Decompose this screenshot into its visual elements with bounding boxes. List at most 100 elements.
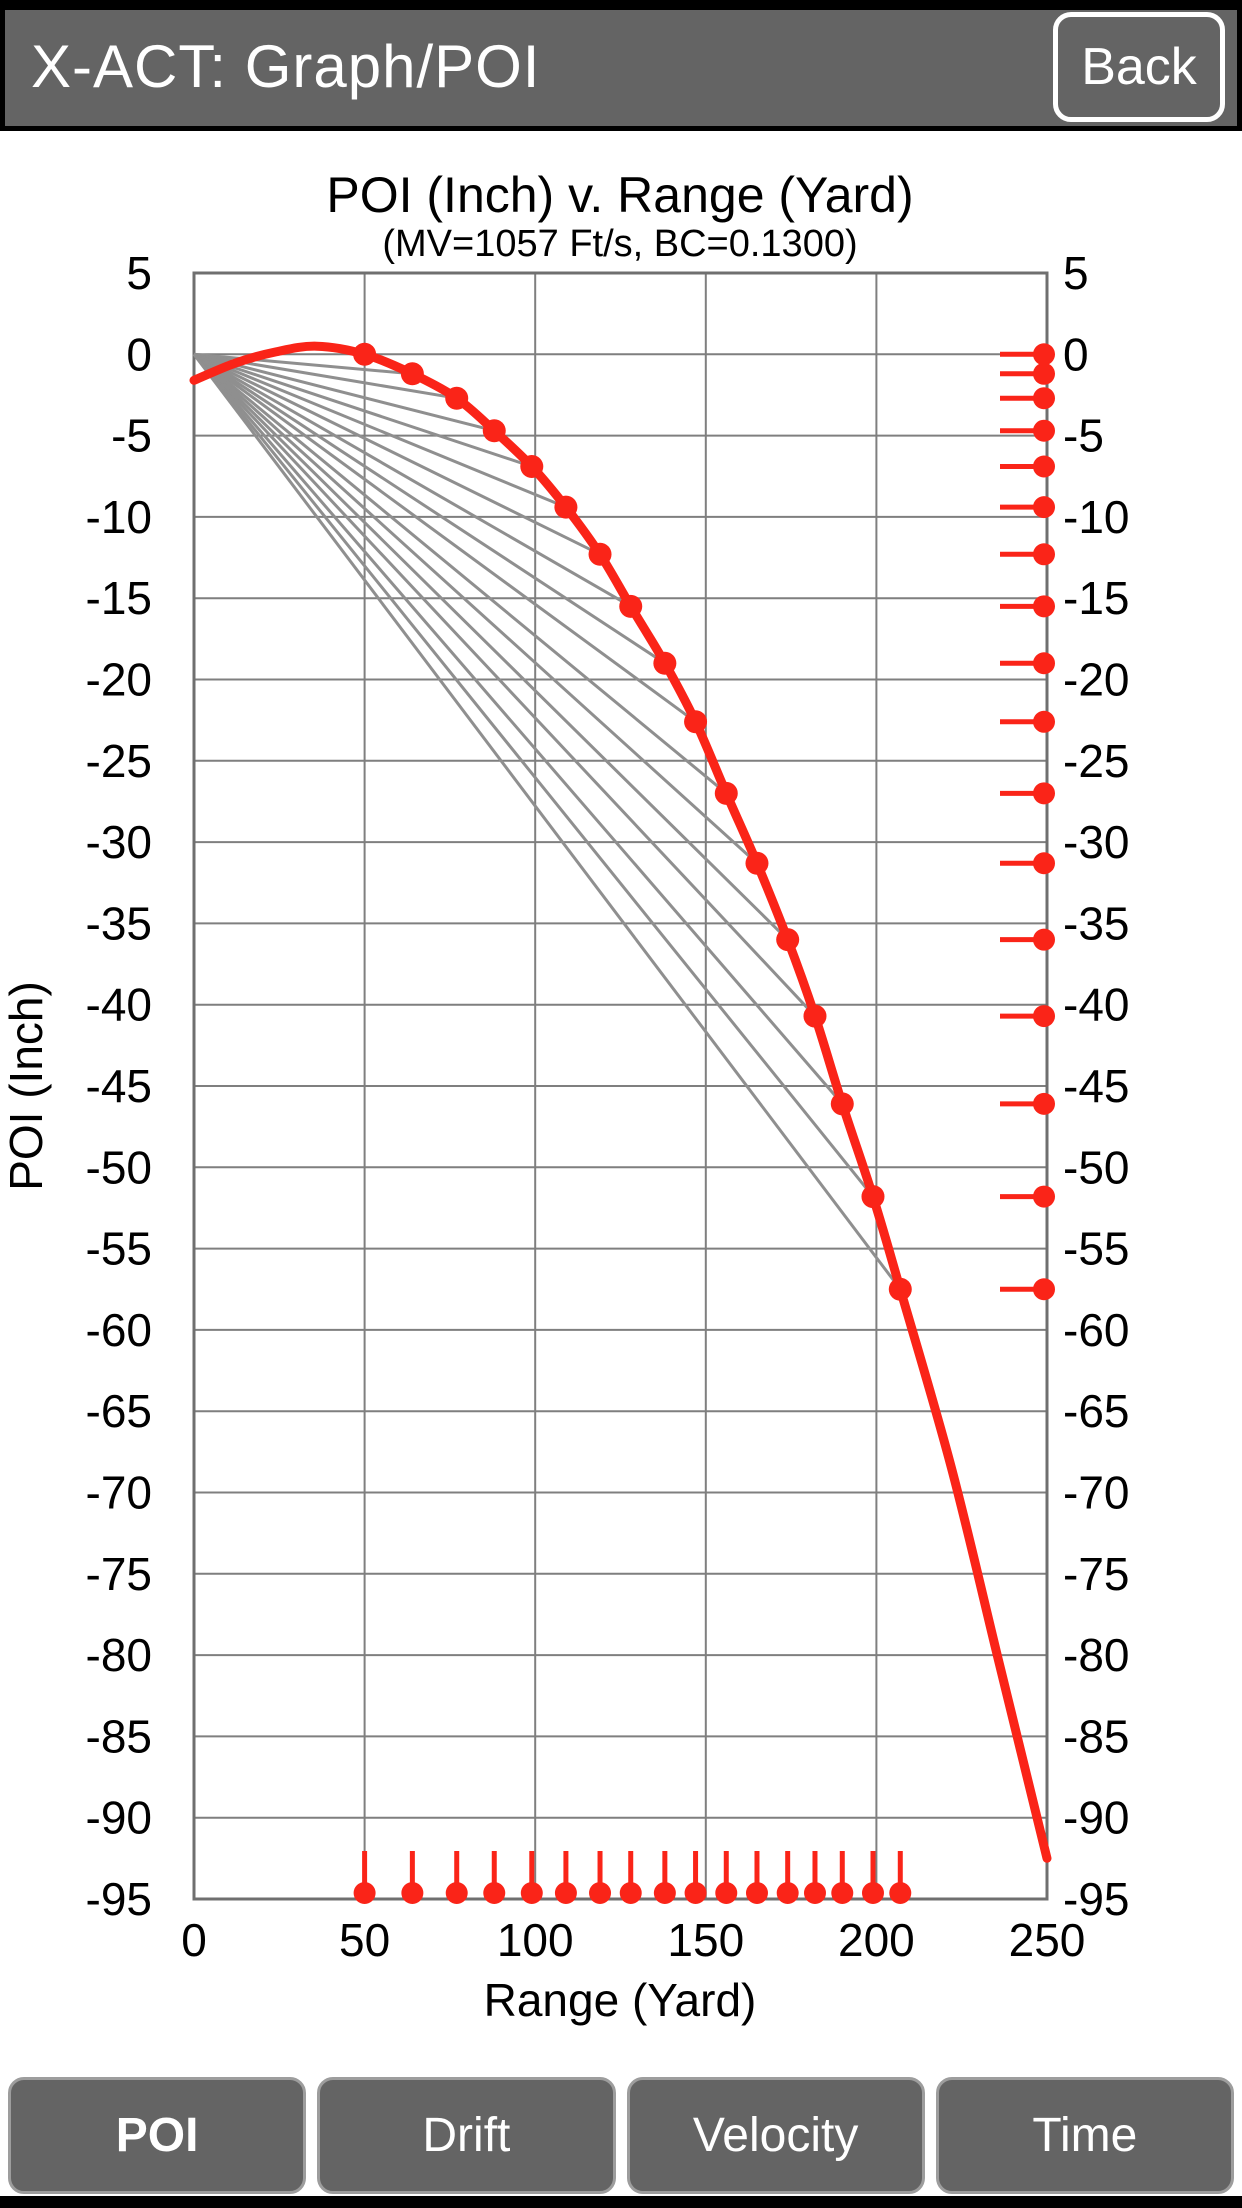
sight-line [193,352,495,433]
y-tick-label-left: -25 [86,735,152,787]
y-tick-label-right: -30 [1063,816,1129,868]
data-point-marker [830,1092,854,1116]
bottom-tick-dot [715,1882,738,1904]
right-tick-dot [1033,782,1055,805]
y-tick-label-right: -5 [1063,410,1104,462]
sight-line [192,353,902,1291]
y-axis-title: POI (Inch) [0,981,52,1191]
right-tick-dot [1033,455,1055,478]
data-point-marker [684,710,708,734]
bottom-tick-dot [520,1882,543,1904]
right-tick-dot [1033,595,1055,618]
y-tick-label-left: -55 [86,1223,152,1275]
data-point-marker [861,1185,885,1209]
y-tick-label-left: -10 [86,491,152,543]
bottom-tick-dot [831,1882,854,1904]
data-point-marker [653,651,677,675]
back-button[interactable]: Back [1053,12,1225,122]
y-tick-label-left: -40 [86,979,152,1031]
y-tick-label-left: 0 [126,328,152,380]
bottom-tick-dot [653,1882,676,1904]
tab-drift[interactable]: Drift [317,2077,616,2194]
title-bar: X-ACT: Graph/POI Back [0,10,1242,126]
tick-labels: 5 50 0-5 -5-10 -10-15 -15-20 -20-25 -25-30 -30-3… [86,247,1130,1966]
y-tick-label-left: -15 [86,572,152,624]
y-tick-label-right: -80 [1063,1629,1129,1681]
y-tick-label-right: -35 [1063,897,1129,949]
y-tick-label-left: -5 [111,410,152,462]
right-tick-dot [1033,543,1055,566]
tab-velocity[interactable]: Velocity [626,2077,925,2194]
data-point-marker [714,781,738,805]
data-point-marker [554,495,578,519]
y-tick-label-right: -25 [1063,735,1129,787]
y-tick-label-left: -30 [86,816,152,868]
x-tick-label: 100 [497,1914,574,1966]
chart-title: POI (Inch) v. Range (Yard) [326,167,913,223]
data-point-marker [776,928,800,952]
data-point-marker [803,1004,827,1028]
y-tick-label-left: -20 [86,654,152,706]
sight-line [193,352,601,556]
y-tick-label-left: -75 [86,1548,152,1600]
right-tick-dot [1033,1185,1055,1208]
y-tick-label-right: -95 [1063,1873,1129,1925]
y-tick-label-left: -45 [86,1060,152,1112]
y-tick-label-right: -55 [1063,1223,1129,1275]
bottom-tick-dot [483,1882,506,1904]
sight-line [192,353,789,941]
data-point-marker [353,342,377,366]
y-tick-label-right: -50 [1063,1141,1129,1193]
y-tick-label-left: -85 [86,1710,152,1762]
sight-line [192,353,817,1018]
data-point-marker [400,362,424,386]
y-tick-label-left: -95 [86,1873,152,1925]
bottom-black-strip [0,2196,1242,2208]
bottom-tick-dot [684,1882,707,1904]
x-tick-label: 50 [339,1914,390,1966]
sight-line [193,353,632,608]
tab-poi[interactable]: POI [8,2077,307,2194]
y-tick-label-left: -70 [86,1467,152,1519]
x-axis-title: Range (Yard) [484,1974,757,2026]
right-tick-dot [1033,1005,1055,1028]
sight-line [193,353,697,723]
trajectory-curve [189,341,1052,1863]
x-tick-label: 200 [838,1914,915,1966]
page-title: X-ACT: Graph/POI [31,33,541,101]
right-tick-dot [1033,343,1055,366]
x-tick-label: 250 [1009,1914,1086,1966]
axis-projection-ticks [353,343,1055,1904]
right-tick-dot [1033,387,1055,410]
sight-line [193,352,413,376]
y-tick-label-left: -65 [86,1385,152,1437]
bottom-tick-dot [745,1882,768,1904]
y-tick-label-right: -65 [1063,1385,1129,1437]
y-tick-label-right: -85 [1063,1710,1129,1762]
bottom-tick-dot [353,1882,376,1904]
bottom-tick-dot [803,1882,826,1904]
bottom-tick-dot [554,1882,577,1904]
sight-line [192,353,844,1105]
sight-line [192,353,875,1198]
y-tick-label-right: 5 [1063,247,1089,299]
y-tick-label-right: 0 [1063,328,1089,380]
tab-time[interactable]: Time [935,2077,1234,2194]
bottom-tick-dot [861,1882,884,1904]
data-point-marker [888,1277,912,1301]
sight-line [193,353,666,665]
right-tick-dot [1033,652,1055,675]
right-tick-dot [1033,362,1055,385]
y-tick-label-right: -75 [1063,1548,1129,1600]
plot-border [192,271,1049,1901]
data-point-marker [619,594,643,618]
bottom-tick-dot [445,1882,468,1904]
sight-line [193,352,533,468]
y-tick-label-right: -70 [1063,1467,1129,1519]
y-tick-label-right: -15 [1063,572,1129,624]
sight-line [193,352,567,509]
bottom-tick-dot [401,1882,424,1904]
right-tick-dot [1033,852,1055,875]
y-tick-label-left: -90 [86,1792,152,1844]
